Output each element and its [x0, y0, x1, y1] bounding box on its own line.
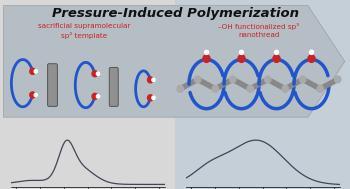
- Text: Pressure-Induced Polymerization: Pressure-Induced Polymerization: [51, 7, 299, 20]
- Circle shape: [309, 50, 314, 54]
- Circle shape: [204, 50, 209, 54]
- Circle shape: [96, 72, 99, 75]
- Circle shape: [212, 85, 218, 92]
- Circle shape: [195, 76, 201, 83]
- Circle shape: [152, 78, 155, 82]
- Circle shape: [30, 68, 35, 74]
- Circle shape: [92, 71, 98, 77]
- Circle shape: [147, 95, 153, 101]
- FancyBboxPatch shape: [48, 64, 57, 106]
- Circle shape: [34, 93, 37, 97]
- Circle shape: [273, 55, 280, 62]
- Circle shape: [203, 55, 210, 62]
- Circle shape: [230, 76, 236, 83]
- Circle shape: [96, 95, 99, 98]
- Text: –OH functionalized sp³
nanothread: –OH functionalized sp³ nanothread: [218, 23, 300, 38]
- Bar: [0, 0, 175, 189]
- Circle shape: [177, 85, 183, 92]
- Circle shape: [247, 85, 253, 92]
- Circle shape: [274, 50, 279, 54]
- Polygon shape: [4, 6, 345, 117]
- Circle shape: [152, 96, 155, 99]
- Circle shape: [30, 92, 35, 98]
- Circle shape: [238, 55, 245, 62]
- Circle shape: [335, 76, 341, 83]
- Circle shape: [147, 77, 153, 83]
- Text: sacrificial supramolecular
sp² template: sacrificial supramolecular sp² template: [38, 23, 130, 39]
- Circle shape: [317, 85, 323, 92]
- FancyBboxPatch shape: [109, 67, 118, 106]
- Circle shape: [308, 55, 315, 62]
- Circle shape: [239, 50, 244, 54]
- Circle shape: [34, 70, 37, 73]
- Circle shape: [265, 76, 271, 83]
- Circle shape: [92, 93, 98, 99]
- Bar: [175, 0, 350, 189]
- Circle shape: [300, 76, 306, 83]
- Circle shape: [282, 85, 288, 92]
